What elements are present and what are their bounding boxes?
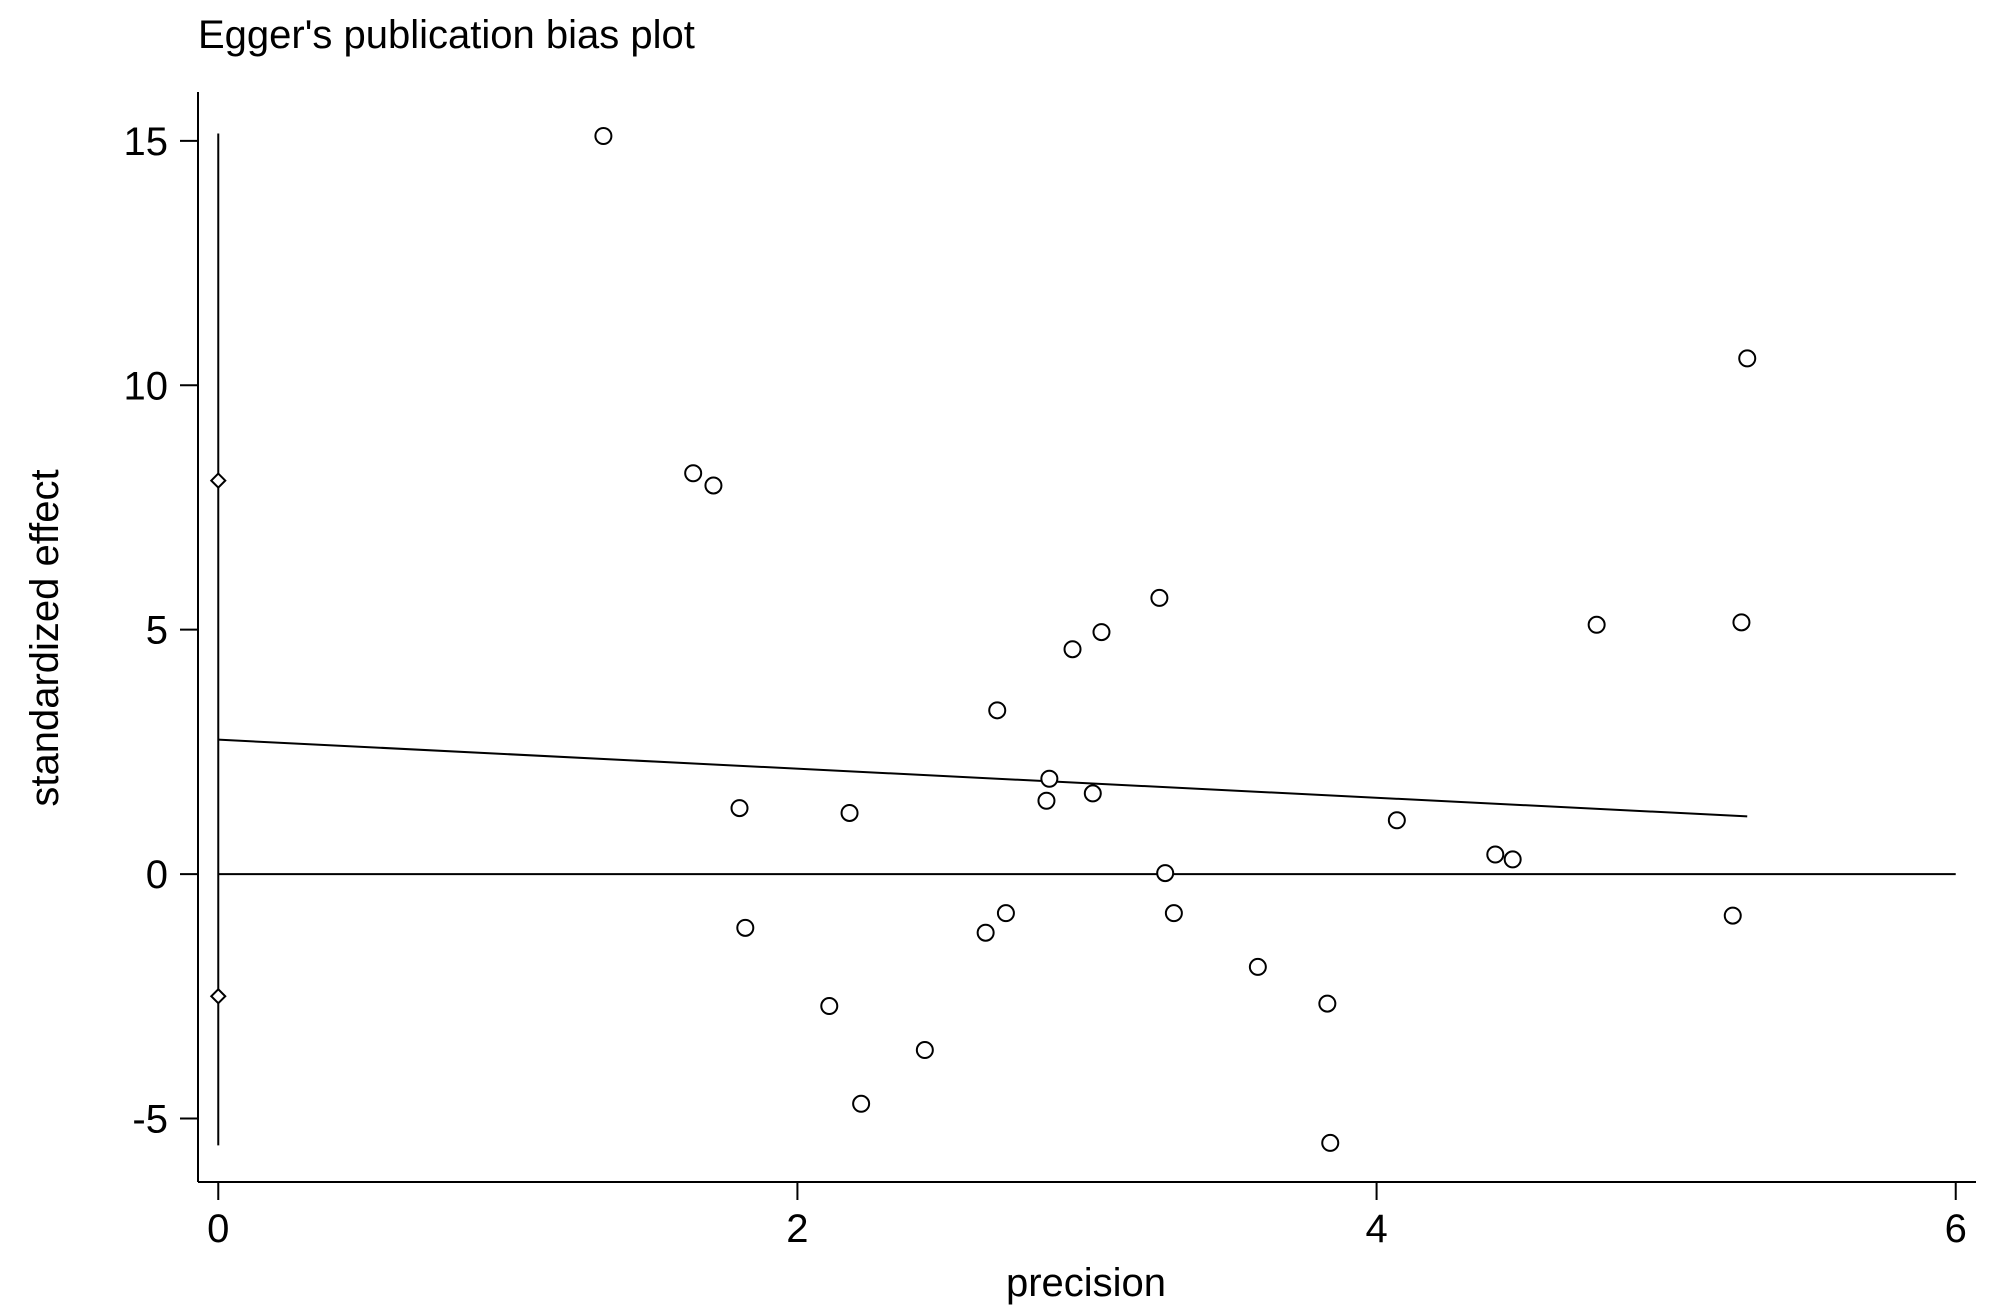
scatter-point <box>684 464 703 483</box>
scatter-point <box>1040 769 1059 788</box>
axes: -5 0 5 10 15 0 2 4 6 <box>124 92 1976 1251</box>
x-tick-label: 4 <box>1365 1207 1387 1251</box>
scatter-point <box>1486 845 1505 864</box>
scatter-point <box>1083 784 1102 803</box>
scatter-point <box>1092 623 1111 642</box>
scatter-point <box>1723 906 1742 925</box>
scatter-point <box>915 1041 934 1060</box>
chart-title: Egger's publication bias plot <box>198 13 695 57</box>
scatter-point <box>730 799 749 818</box>
scatter-point <box>736 918 755 937</box>
scatter-point <box>820 997 839 1016</box>
scatter-point <box>1738 349 1757 368</box>
x-tick-label: 6 <box>1945 1207 1967 1251</box>
diamond-point <box>209 472 227 490</box>
scatter-point <box>594 126 613 145</box>
y-axis-label: standardized effect <box>23 469 67 806</box>
scatter-point <box>1387 811 1406 830</box>
scatter-point <box>1037 791 1056 810</box>
x-tick-label: 0 <box>207 1207 229 1251</box>
x-axis-label: precision <box>1006 1261 1166 1305</box>
scatter-point <box>1318 994 1337 1013</box>
scatter-point <box>840 803 859 822</box>
scatter-point <box>1503 850 1522 869</box>
scatter-point <box>1164 904 1183 923</box>
y-tick-label: 15 <box>124 120 169 164</box>
x-tick-label: 2 <box>786 1207 808 1251</box>
scatter-point <box>1063 640 1082 659</box>
data-points <box>209 126 1757 1152</box>
y-tick-label: 5 <box>146 609 168 653</box>
scatter-point <box>1150 588 1169 607</box>
scatter-point <box>1732 613 1751 632</box>
scatter-point <box>988 701 1007 720</box>
scatter-point <box>1587 615 1606 634</box>
diamond-point <box>209 987 227 1005</box>
y-tick-label: -5 <box>132 1097 168 1141</box>
scatter-point <box>1248 957 1267 976</box>
scatter-point <box>852 1094 871 1113</box>
scatter-point <box>976 923 995 942</box>
scatter-point <box>996 904 1015 923</box>
y-tick-label: 0 <box>146 853 168 897</box>
y-tick-label: 10 <box>124 364 169 408</box>
scatter-point <box>704 476 723 495</box>
scatter-point <box>1156 864 1175 883</box>
reference-lines <box>217 133 1956 1146</box>
regression-line <box>218 738 1748 818</box>
scatter-point <box>1321 1133 1340 1152</box>
